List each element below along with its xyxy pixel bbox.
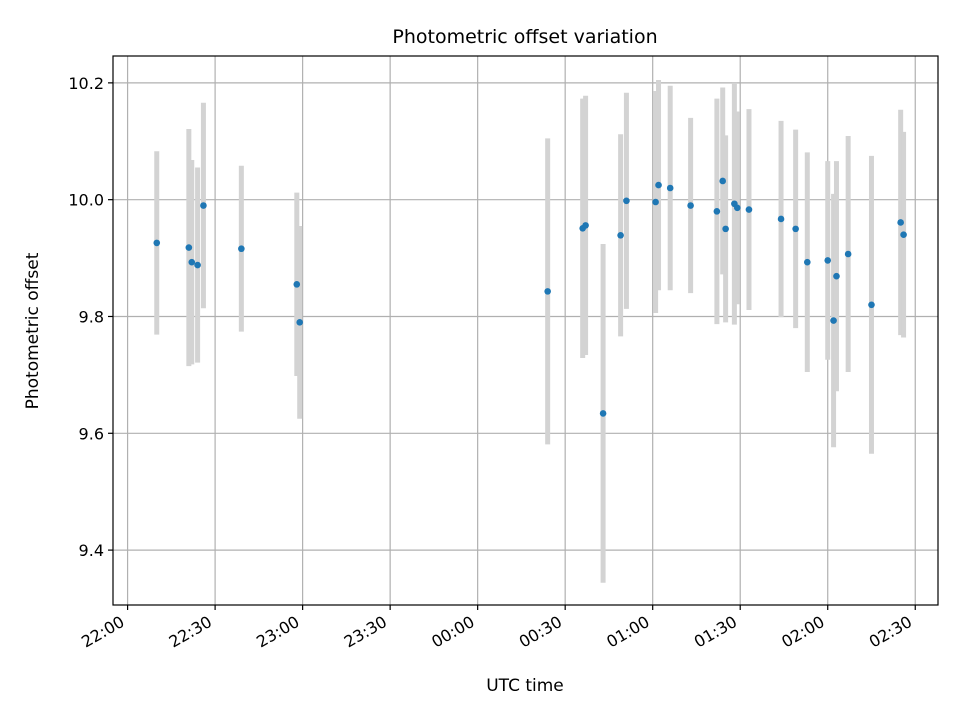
data-point (655, 181, 662, 189)
data-point (844, 250, 852, 258)
data-point (617, 232, 624, 239)
data-point (713, 208, 721, 215)
data-point (868, 301, 875, 309)
grid-lines (113, 56, 938, 605)
data-point (833, 272, 840, 280)
data-point (188, 258, 196, 266)
data-point (582, 222, 589, 229)
data-point (666, 184, 674, 192)
data-point (544, 288, 551, 295)
data-point (745, 206, 753, 213)
data-point (830, 317, 837, 324)
y-tick-label: 9.8 (79, 307, 104, 326)
plot-area-frame (112, 55, 939, 606)
data-point (293, 281, 301, 288)
data-point (185, 244, 193, 251)
y-tick-label: 10.2 (68, 74, 104, 93)
data-point (296, 319, 304, 326)
data-point (777, 215, 785, 223)
y-axis-ticks: 9.4 9.6 9.8 10.0 10.2 (68, 74, 113, 560)
data-point (599, 410, 607, 417)
data-point (722, 225, 729, 233)
y-tick-label: 9.6 (79, 424, 104, 443)
data-point (623, 197, 630, 205)
y-axis-label: Photometric offset (23, 252, 43, 409)
data-points (153, 177, 907, 417)
chart-title: Photometric offset variation (392, 26, 657, 48)
data-point (900, 231, 907, 239)
data-point (687, 202, 694, 209)
data-point (733, 204, 741, 212)
data-point (200, 202, 207, 209)
data-point (153, 239, 161, 247)
data-point (804, 258, 811, 266)
data-point (238, 245, 245, 253)
data-point (792, 225, 799, 233)
data-point (652, 198, 659, 206)
data-point (194, 261, 201, 269)
data-point (897, 219, 904, 226)
data-point (824, 257, 832, 264)
y-tick-label: 9.4 (79, 541, 104, 560)
y-tick-label: 10.0 (68, 191, 104, 210)
x-axis-label: UTC time (486, 676, 564, 696)
data-point (719, 177, 727, 185)
